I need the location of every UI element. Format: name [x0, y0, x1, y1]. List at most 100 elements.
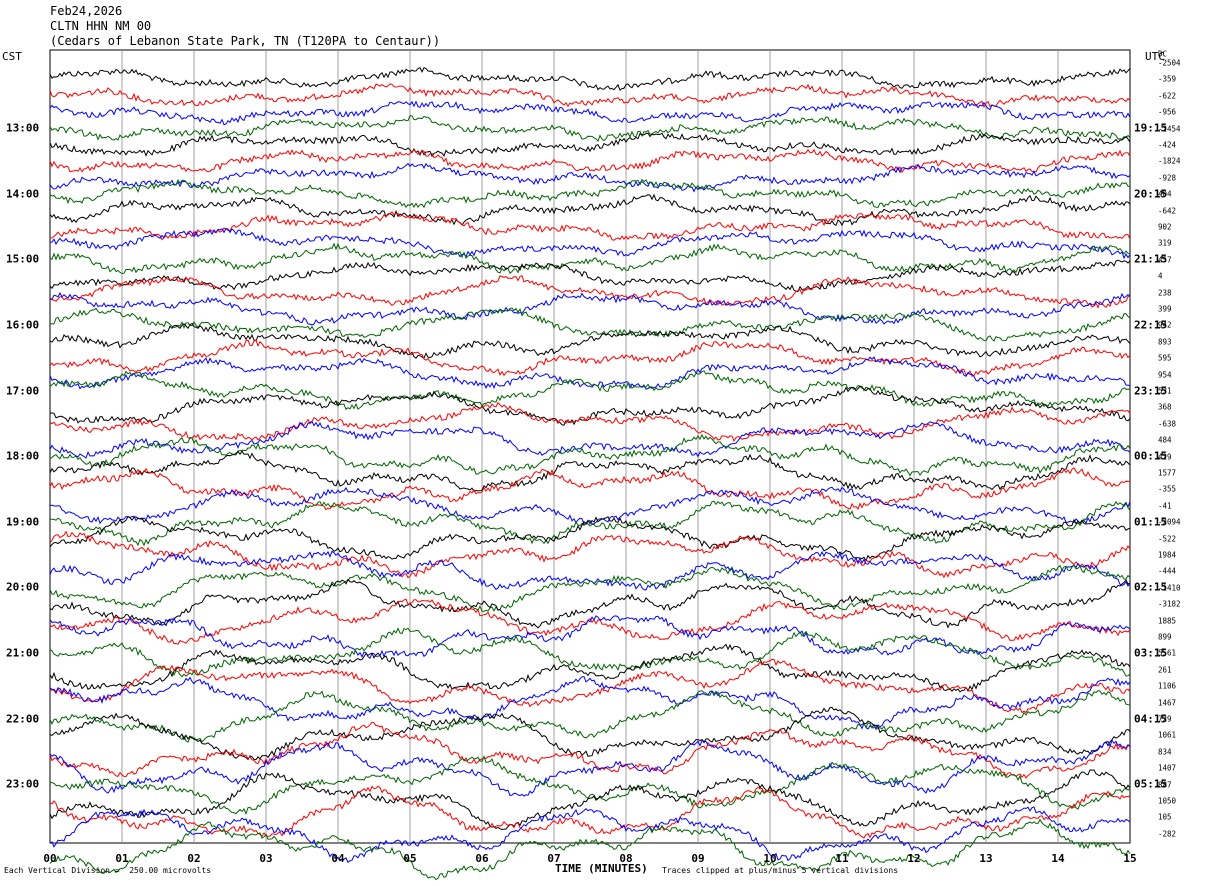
x-tick-label: 09 — [691, 852, 705, 865]
seismic-trace — [49, 211, 1131, 241]
dc-offset-value: -956 — [1158, 107, 1177, 117]
x-tick-label: 15 — [1123, 852, 1137, 865]
utc-time-label: 03:15 — [1134, 646, 1168, 660]
seismic-traces — [49, 66, 1131, 881]
seismic-trace — [49, 242, 1131, 275]
seismic-trace — [49, 578, 1131, 629]
seismic-trace — [50, 291, 1131, 326]
seismic-trace — [49, 818, 1131, 881]
utc-time-label: 19:15 — [1134, 121, 1168, 135]
seismic-trace — [49, 627, 1131, 678]
seismic-trace — [49, 500, 1131, 547]
x-tick-label: 12 — [907, 852, 921, 865]
seismic-trace — [49, 193, 1131, 227]
dc-offset-value: 1577 — [1158, 468, 1177, 478]
x-tick-label: 03 — [259, 852, 273, 865]
dc-offset-value: -1410 — [1158, 583, 1181, 593]
cst-time-label: 17:00 — [6, 384, 40, 398]
dc-offset-value: 1106 — [1158, 681, 1177, 691]
seismic-trace — [49, 721, 1131, 779]
seismic-trace — [49, 178, 1131, 209]
dc-offset-value: -928 — [1158, 173, 1177, 183]
dc-offset-value: 1050 — [1158, 796, 1177, 806]
seismic-trace — [49, 420, 1131, 459]
utc-time-label: 00:15 — [1134, 449, 1168, 463]
x-tick-label: 01 — [115, 852, 129, 865]
seismic-trace — [49, 132, 1131, 158]
dc-offset-value: -1824 — [1158, 156, 1181, 166]
seismic-trace — [49, 307, 1131, 342]
utc-axis-label: UTC — [1145, 50, 1165, 63]
utc-time-label: 20:15 — [1134, 187, 1168, 201]
station-label: (Cedars of Lebanon State Park, TN (T120P… — [50, 34, 441, 48]
dc-offset-value: 729 — [1158, 714, 1172, 724]
x-tick-label: 08 — [619, 852, 633, 865]
cst-time-label: 18:00 — [6, 449, 40, 463]
utc-time-label: 01:15 — [1134, 515, 1168, 529]
dc-offset-value: 595 — [1158, 353, 1172, 363]
cst-time-label: 13:00 — [6, 121, 40, 135]
seismic-trace — [49, 83, 1131, 109]
dc-offset-value: 531 — [1158, 386, 1172, 396]
cst-time-label: 23:00 — [6, 777, 40, 791]
dc-offset-value: 902 — [1158, 222, 1172, 232]
x-tick-label: 02 — [187, 852, 201, 865]
seismic-trace — [49, 339, 1131, 377]
seismic-trace — [49, 706, 1131, 761]
cst-time-label: 16:00 — [6, 318, 40, 332]
dc-offset-value: 319 — [1158, 238, 1172, 248]
clip-note: Traces clipped at plus/minus 5 vertical … — [662, 866, 899, 875]
dc-offset-value: -282 — [1158, 829, 1177, 839]
utc-time-label: 22:15 — [1134, 318, 1168, 332]
seismic-trace — [49, 401, 1131, 443]
dc-offset-value: 893 — [1158, 337, 1172, 347]
cst-time-label: 22:00 — [6, 712, 40, 726]
dc-offset-value: 1061 — [1158, 730, 1177, 740]
dc-offset-value: -522 — [1158, 534, 1177, 544]
seismic-trace — [49, 515, 1131, 562]
seismic-trace — [49, 564, 1131, 612]
dc-offset-value: 4 — [1158, 271, 1163, 281]
seismic-trace — [49, 148, 1131, 174]
dc-offset-value: -642 — [1158, 206, 1177, 216]
seismic-trace — [49, 115, 1131, 143]
seismic-trace — [49, 769, 1131, 830]
cst-time-label: 15:00 — [6, 252, 40, 266]
x-tick-label: 10 — [763, 852, 777, 865]
x-tick-label: 05 — [403, 852, 417, 865]
dc-offset-value: -2504 — [1158, 58, 1181, 68]
dc-offset-value: 368 — [1158, 402, 1172, 412]
date-label: Feb24,2026 — [50, 4, 123, 18]
seismic-trace — [49, 259, 1131, 293]
dc-offset-value: 457 — [1158, 255, 1172, 265]
seismic-trace — [49, 450, 1131, 492]
cst-time-label: 20:00 — [6, 580, 40, 594]
channel-label: CLTN HHN NM 00 — [50, 19, 152, 33]
dc-offset-value: -359 — [1158, 74, 1177, 84]
x-tick-label: 06 — [475, 852, 489, 865]
seismic-trace — [50, 486, 1131, 525]
scale-note: Each Vertical Division = 250.00 microvol… — [4, 866, 212, 875]
seismic-trace — [49, 690, 1131, 743]
utc-time-label: 21:15 — [1134, 252, 1168, 266]
dc-offset-value: -41 — [1158, 501, 1172, 511]
dc-offset-value: 5561 — [1158, 648, 1177, 658]
seismic-trace — [49, 467, 1130, 511]
seismic-trace — [49, 228, 1131, 260]
dc-offset-value: 1407 — [1158, 763, 1177, 773]
seismic-trace — [49, 100, 1131, 126]
dc-offset-value: 261 — [1158, 665, 1172, 675]
dc-offset-value: -2094 — [1158, 517, 1181, 527]
seismic-trace — [49, 785, 1131, 839]
x-tick-label: 14 — [1051, 852, 1065, 865]
seismic-trace — [49, 598, 1131, 645]
dc-offset-value: 404 — [1158, 189, 1172, 199]
seismic-trace — [49, 66, 1131, 91]
seismic-trace — [49, 433, 1131, 477]
cst-time-label: 19:00 — [6, 515, 40, 529]
utc-time-label: 04:15 — [1134, 712, 1168, 726]
dc-offset-value: 238 — [1158, 288, 1172, 298]
x-axis-title: TIME (MINUTES) — [555, 862, 648, 875]
seismic-trace — [49, 322, 1131, 359]
